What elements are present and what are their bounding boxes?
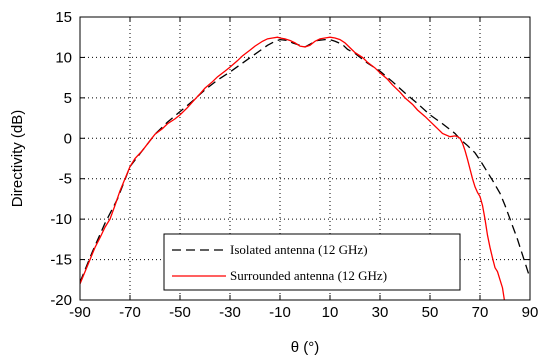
legend-label-surrounded: Surrounded antenna (12 GHz)	[230, 268, 387, 283]
y-tick-label: 10	[55, 49, 72, 66]
x-tick-label: 10	[322, 304, 339, 321]
x-tick-label: 70	[472, 304, 489, 321]
series-line-isolated	[80, 38, 530, 283]
plot-frame	[79, 16, 531, 301]
y-axis-label: Directivity (dB)	[9, 110, 26, 208]
x-tick-label: -50	[169, 304, 191, 321]
y-tick-label: 0	[64, 130, 72, 147]
y-tick-label: -10	[50, 211, 72, 228]
x-tick-label: -70	[119, 304, 141, 321]
y-tick-label: -5	[59, 171, 72, 188]
x-tick-label: -10	[269, 304, 291, 321]
y-tick-label: -20	[50, 292, 72, 309]
legend-label-isolated: Isolated antenna (12 GHz)	[230, 242, 368, 257]
series-layer	[80, 36, 530, 300]
legend: Isolated antenna (12 GHz) Surrounded ant…	[163, 233, 461, 291]
tick-labels: -90 -70 -50 -30 -10 10 30 50 70 90-20-15-10-50510…	[50, 9, 538, 321]
y-tick-label: 5	[64, 90, 72, 107]
y-tick-label: -15	[50, 252, 72, 269]
x-axis-label: θ (°)	[291, 339, 320, 356]
series-line-surrounded	[80, 36, 506, 300]
x-tick-label: 90	[522, 304, 539, 321]
x-tick-label: -30	[219, 304, 241, 321]
axis-ticks	[79, 16, 531, 301]
legend-box	[163, 233, 461, 291]
y-tick-label: 15	[55, 9, 72, 26]
x-tick-label: 30	[372, 304, 389, 321]
x-tick-label: -90	[69, 304, 91, 321]
x-tick-label: 50	[422, 304, 439, 321]
